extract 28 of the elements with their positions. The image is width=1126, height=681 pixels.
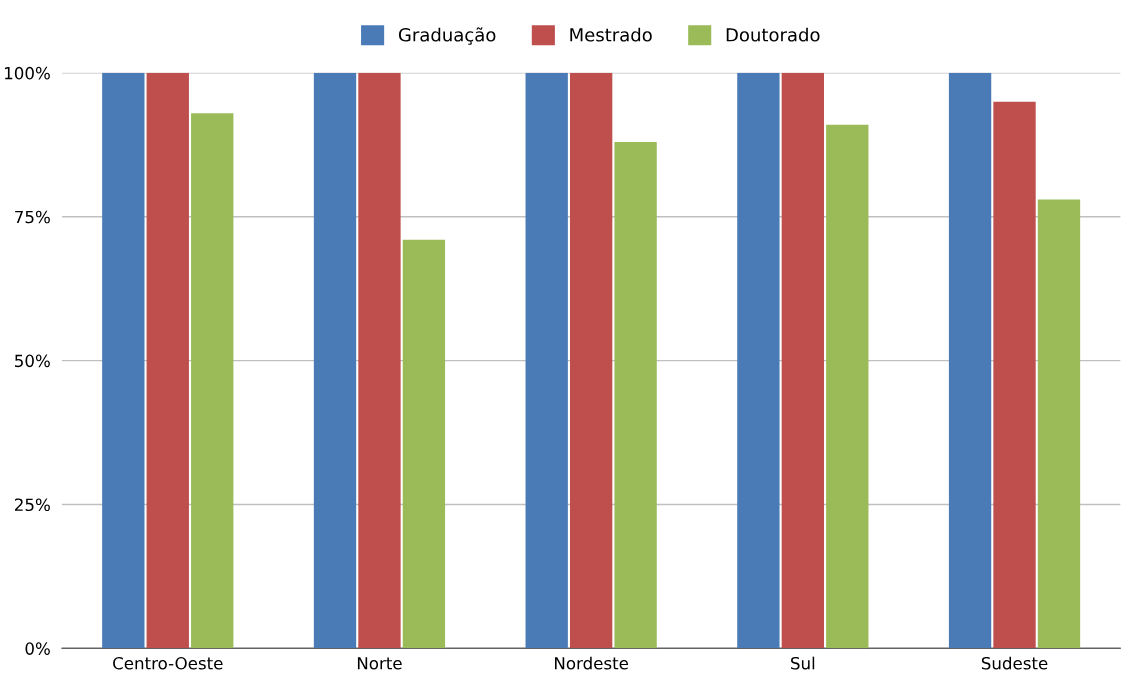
legend-label: Mestrado xyxy=(570,27,652,42)
y-tick-label: 50% xyxy=(15,354,50,368)
x-tick-label: Nordeste xyxy=(555,656,629,670)
legend-label: Doutorado xyxy=(726,27,820,42)
y-tick-label: 100% xyxy=(5,66,50,80)
bar xyxy=(146,72,189,649)
bar xyxy=(614,141,657,649)
bar xyxy=(993,101,1036,649)
bar xyxy=(1037,199,1081,649)
x-tick-label: Norte xyxy=(357,657,402,670)
y-tick-label: 0% xyxy=(25,642,50,655)
bar xyxy=(525,72,568,649)
bar xyxy=(781,72,825,649)
bar xyxy=(191,113,234,649)
bar xyxy=(569,72,613,649)
bar xyxy=(948,72,992,649)
bar xyxy=(826,124,869,649)
bar xyxy=(358,72,401,649)
y-tick-label: 75% xyxy=(15,210,50,224)
legend-label: Graduação xyxy=(398,27,496,45)
y-tick-label: 25% xyxy=(15,498,50,512)
x-tick-label: Centro-Oeste xyxy=(113,656,223,670)
bar xyxy=(313,72,357,649)
bar xyxy=(102,72,145,649)
bar xyxy=(737,72,780,649)
x-tick-label: Sul xyxy=(791,656,815,670)
bar xyxy=(402,239,446,649)
x-tick-label: Sudeste xyxy=(981,656,1048,670)
